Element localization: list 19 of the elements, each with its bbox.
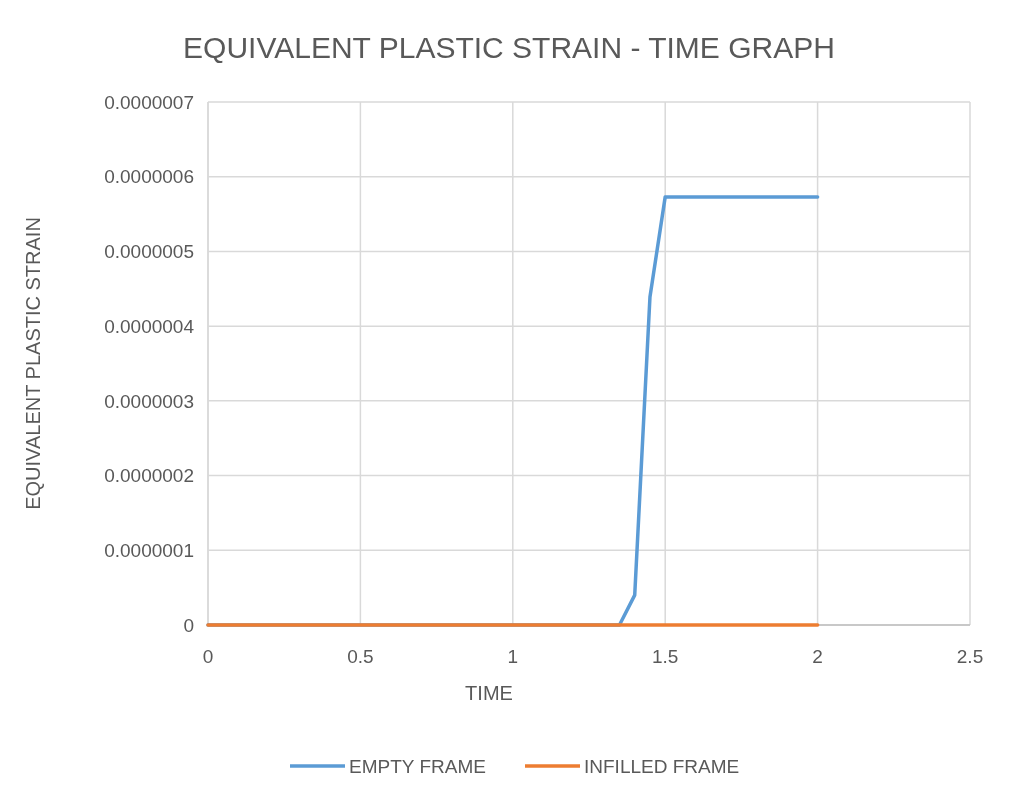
legend-label: INFILLED FRAME <box>584 755 740 777</box>
x-tick-label: 2 <box>812 646 823 667</box>
y-tick-label: 0.0000006 <box>104 166 194 188</box>
x-tick-label: 0 <box>202 646 214 667</box>
y-axis-title: EQUIVALENT PLASTIC STRAIN <box>22 217 44 510</box>
x-tick-label: 0.5 <box>347 646 374 667</box>
x-axis-title: TIME <box>465 682 513 704</box>
y-tick-label: 0.0000007 <box>104 91 194 113</box>
y-tick-label: 0.0000005 <box>104 241 194 263</box>
x-tick-label: 1.5 <box>651 646 679 667</box>
y-tick-label: 0.0000001 <box>104 539 194 561</box>
chart-title: EQUIVALENT PLASTIC STRAIN - TIME GRAPH <box>183 31 835 64</box>
x-tick-label: 1 <box>507 646 519 667</box>
y-tick-label: 0.0000002 <box>104 465 194 487</box>
x-tick-label: 2.5 <box>956 646 984 667</box>
y-tick-label: 0.0000003 <box>104 390 194 412</box>
legend-label: EMPTY FRAME <box>349 755 486 777</box>
y-tick-label: 0.0000004 <box>104 315 195 337</box>
y-tick-label: 0 <box>183 614 194 636</box>
